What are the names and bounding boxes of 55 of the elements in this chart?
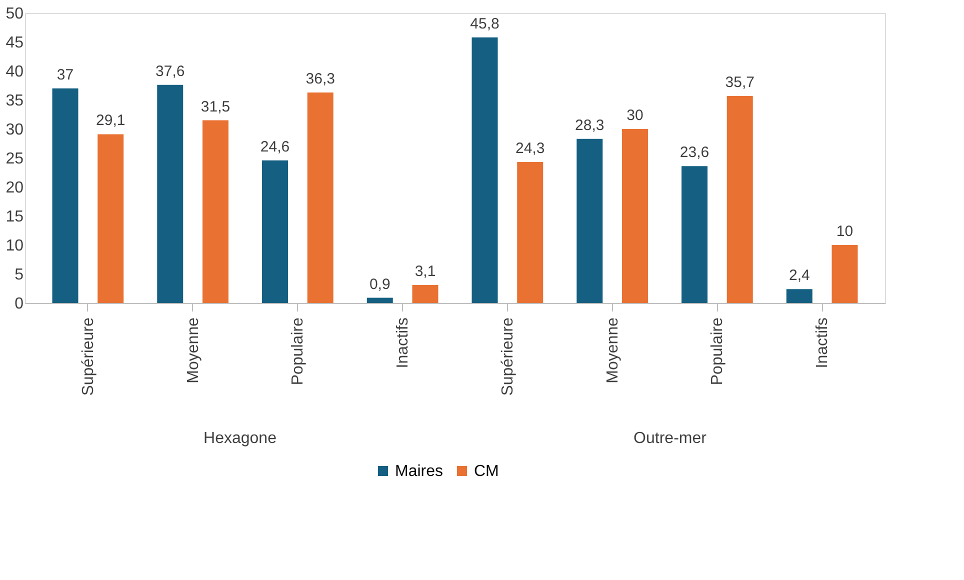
legend-label: Maires (395, 463, 444, 480)
y-tick-label: 0 (14, 296, 24, 312)
data-label: 37 (56, 66, 74, 84)
data-label: 37,6 (156, 62, 185, 80)
data-label: 10 (836, 223, 854, 240)
bar (366, 298, 393, 303)
data-label: 35,7 (725, 74, 754, 91)
y-tick-label: 35 (6, 92, 24, 110)
bar (307, 92, 334, 303)
bar (52, 88, 78, 303)
text: Hexagone (204, 430, 277, 447)
bar (576, 138, 603, 303)
x-tick-label: Inactifs (394, 318, 412, 368)
bar (786, 289, 812, 303)
bar (412, 285, 438, 303)
y-tick-label: 25 (6, 150, 24, 168)
data-label: 23,6 (680, 144, 710, 162)
bar (98, 134, 124, 303)
data-label: 24,3 (516, 140, 545, 158)
y-tick-label: 20 (6, 180, 24, 196)
x-tick-label: Populaire (290, 317, 307, 386)
bar (262, 160, 288, 303)
data-label: 30 (626, 107, 644, 124)
bar (726, 96, 753, 303)
data-label: 31,5 (200, 98, 230, 116)
x-tick-label: Supérieure (499, 317, 516, 396)
x-tick-label: Inactifs (814, 318, 832, 368)
data-label: 29,1 (96, 112, 126, 130)
bar (682, 166, 708, 303)
bar (517, 162, 544, 303)
x-tick-label: Populaire (709, 317, 726, 386)
y-tick-label: 5 (14, 266, 24, 284)
bar (832, 245, 858, 303)
text: Outre-mer (634, 430, 708, 447)
y-tick-label: 50 (6, 6, 24, 22)
y-tick-label: 40 (6, 64, 24, 80)
x-tick-label: Supérieure (80, 317, 97, 396)
data-label: 2,4 (788, 267, 810, 284)
bar (472, 37, 498, 303)
data-label: 3,1 (414, 263, 436, 280)
y-tick-label: 10 (6, 238, 24, 254)
data-label: 28,3 (575, 116, 604, 134)
bar (202, 120, 228, 303)
bar (622, 129, 648, 303)
x-tick-label: Moyenne (604, 317, 622, 384)
y-tick-label: 30 (6, 122, 24, 138)
data-label: 0,9 (369, 276, 390, 293)
data-label: 45,8 (470, 15, 500, 32)
y-tick-label: 45 (6, 34, 24, 52)
x-tick-label: Moyenne (184, 317, 202, 384)
legend-label: CM (474, 463, 499, 480)
bar (157, 84, 184, 303)
data-label: 24,6 (260, 138, 290, 156)
y-tick-label: 15 (6, 208, 24, 226)
data-label: 36,3 (306, 70, 335, 88)
